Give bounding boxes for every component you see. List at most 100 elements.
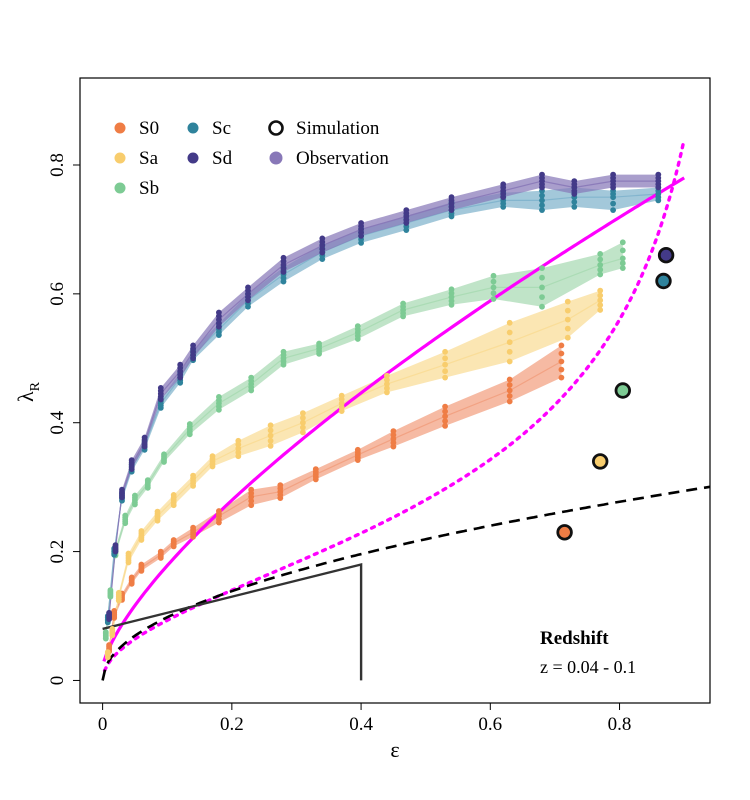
point-sa <box>154 508 161 515</box>
point-sb <box>354 323 361 329</box>
point-sa <box>235 437 242 444</box>
legend-label-sb: Sb <box>139 178 159 199</box>
point-sb <box>248 374 255 381</box>
point-sb <box>539 274 545 281</box>
point-sc <box>571 199 578 205</box>
point-sb <box>122 512 129 519</box>
band-s0 <box>109 345 562 652</box>
point-s0 <box>190 524 197 531</box>
legend-dot-sc <box>187 122 199 134</box>
point-sb <box>216 394 222 400</box>
point-sa <box>384 372 390 379</box>
svg-text:λR: λR <box>13 381 43 402</box>
point-sd <box>119 486 125 493</box>
legend-dot-sd <box>187 152 199 164</box>
point-sb <box>539 284 545 291</box>
simulation-point-sb <box>614 382 632 399</box>
curve-magenta-solid <box>102 176 686 662</box>
y-tick-label: 0.8 <box>47 153 68 177</box>
point-s0 <box>506 393 513 399</box>
point-sa <box>138 528 145 534</box>
point-sb <box>597 251 604 257</box>
point-sa <box>506 348 513 355</box>
point-sb <box>619 260 626 267</box>
point-s0 <box>442 423 448 429</box>
point-sc <box>539 202 545 209</box>
point-sa <box>506 319 513 326</box>
point-sa <box>300 415 306 421</box>
point-sd <box>500 181 507 188</box>
y-axis-label-sub: R <box>28 381 43 391</box>
plot-frame <box>79 77 711 704</box>
y-tick-label: 0.2 <box>47 540 68 564</box>
legend-label-sa: Sa <box>139 148 159 169</box>
point-sd <box>319 235 326 242</box>
point-s0 <box>170 537 177 543</box>
point-sa <box>170 492 177 498</box>
point-s0 <box>248 498 255 504</box>
point-sa <box>442 368 448 375</box>
point-s0 <box>558 374 565 381</box>
x-tick-label: 0.2 <box>220 714 244 735</box>
legend-label-s0: S0 <box>139 118 159 139</box>
legend-dot-observation <box>269 151 283 165</box>
point-sb <box>597 256 604 263</box>
point-s0 <box>558 342 565 349</box>
point-sc <box>571 204 578 210</box>
point-sb <box>161 451 167 458</box>
point-s0 <box>106 642 112 648</box>
point-sd <box>358 220 364 226</box>
legend-label-simulation: Simulation <box>296 118 380 139</box>
curve-black-dashed <box>101 485 711 681</box>
legend-dot-sb <box>114 182 126 194</box>
point-s0 <box>138 561 145 568</box>
point-sa <box>506 339 513 346</box>
point-sd <box>403 207 410 214</box>
point-sa <box>442 355 448 362</box>
point-sa <box>564 334 571 341</box>
point-sa <box>300 419 306 426</box>
point-sb <box>144 477 151 483</box>
simulation-point-s0 <box>556 524 573 541</box>
point-sa <box>125 550 132 557</box>
point-sb <box>490 296 497 302</box>
y-tick-label: 0 <box>47 676 68 686</box>
point-sb <box>597 262 604 268</box>
band-sb <box>105 242 623 639</box>
point-sb <box>186 421 193 427</box>
point-sa <box>384 377 390 383</box>
point-sd <box>571 178 578 185</box>
point-sc <box>610 200 616 207</box>
point-sd <box>448 194 455 201</box>
point-sa <box>300 424 306 431</box>
region-lines <box>102 562 363 681</box>
point-sa <box>564 316 571 323</box>
point-sa <box>300 429 306 436</box>
point-sb <box>539 265 545 271</box>
annotation-title: Redshift <box>540 628 609 649</box>
point-s0 <box>506 382 513 388</box>
point-sa <box>564 298 571 305</box>
point-sb <box>619 247 626 254</box>
point-s0 <box>442 403 448 410</box>
x-tick-label: 0.8 <box>608 714 632 735</box>
point-sb <box>448 286 455 293</box>
point-sd <box>539 171 545 178</box>
point-sa <box>384 389 390 396</box>
legend-dot-s0 <box>114 122 126 134</box>
point-sa <box>104 649 111 655</box>
point-sb <box>539 303 545 310</box>
point-sd <box>112 542 119 548</box>
x-tick-label: 0.6 <box>478 714 502 735</box>
point-sa <box>109 626 116 632</box>
point-sb <box>490 278 497 285</box>
point-s0 <box>506 376 513 383</box>
point-sd <box>245 284 251 291</box>
point-sc <box>539 192 545 199</box>
point-sa <box>442 374 448 381</box>
point-s0 <box>216 508 222 514</box>
point-s0 <box>558 350 565 357</box>
point-sd <box>157 385 164 391</box>
legend: S0 Sa Sb Sc Sd Simulation Observation <box>114 118 389 199</box>
